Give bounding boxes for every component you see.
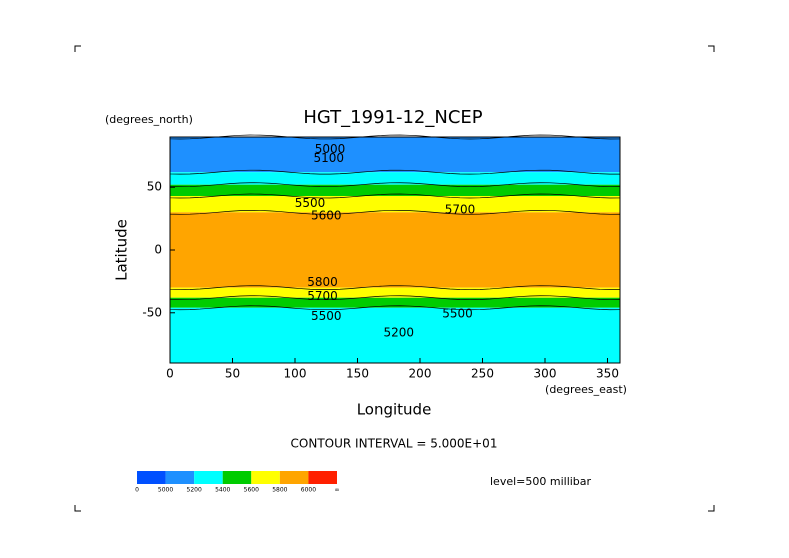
contour-band [170,212,620,288]
contour-label: 5800 [307,275,338,289]
contour-line [169,285,621,291]
colorbar-label: ∞ [335,487,340,494]
colorbar-label: 5000 [158,487,173,494]
x-axis-label: Longitude [357,401,432,419]
colorbar-label: 5200 [187,487,202,494]
contour-band [170,196,620,213]
colorbar-box [137,471,166,484]
x-unit: (degrees_east) [545,383,627,396]
colorbar-box [251,471,280,484]
colorbar-label: 0 [135,487,139,494]
y-tick-label: 0 [154,243,162,257]
colorbar-label: 6000 [301,487,316,494]
contour-label: 5000 [315,142,346,156]
contour-label: 5500 [295,196,326,210]
contour-line [169,182,621,188]
contour-band [170,137,620,173]
colorbar-label: 5400 [215,487,230,494]
contour-line [169,305,621,311]
contour-line [169,295,621,301]
x-tick-label: 0 [166,367,174,381]
colorbar-box [308,471,337,484]
contour-band [170,297,620,308]
corner-marks [74,45,715,512]
y-unit: (degrees_north) [105,113,193,126]
colorbar-label: 5600 [244,487,259,494]
contour-label: 5200 [383,325,414,339]
colorbar-box [165,471,195,484]
contour-line [169,193,621,199]
y-tick-label: -50 [142,305,162,319]
x-tick-label: 150 [346,367,369,381]
contour-label: 5100 [313,151,344,165]
chart-title: HGT_1991-12_NCEP [303,107,482,128]
contour-label: 5500 [442,307,473,321]
colorbar-box [194,471,223,484]
contour-label: 5500 [311,309,342,323]
y-tick-label: 50 [147,180,162,194]
x-tick-label: 300 [534,367,557,381]
y-axis-label: Latitude [113,219,131,281]
contour-interval: CONTOUR INTERVAL = 5.000E+01 [291,437,498,451]
contour-label: 5700 [307,289,338,303]
contour-label: 5600 [311,209,342,223]
contour-band [170,287,620,298]
contour-line [169,169,621,175]
contour-line [169,134,621,140]
contour-label: 5700 [445,202,476,216]
colorbar-box [222,471,252,484]
colorbar-label: 5800 [272,487,287,494]
x-tick-label: 200 [409,367,432,381]
colorbar-box [279,471,309,484]
contour-line [169,209,621,215]
level-label: level=500 millibar [490,475,592,488]
contour-band [170,307,620,363]
x-tick-label: 250 [471,367,494,381]
x-tick-label: 50 [225,367,240,381]
x-tick-label: 100 [284,367,307,381]
contour-band [170,172,620,185]
contour-band [170,184,620,197]
x-tick-label: 350 [596,367,619,381]
